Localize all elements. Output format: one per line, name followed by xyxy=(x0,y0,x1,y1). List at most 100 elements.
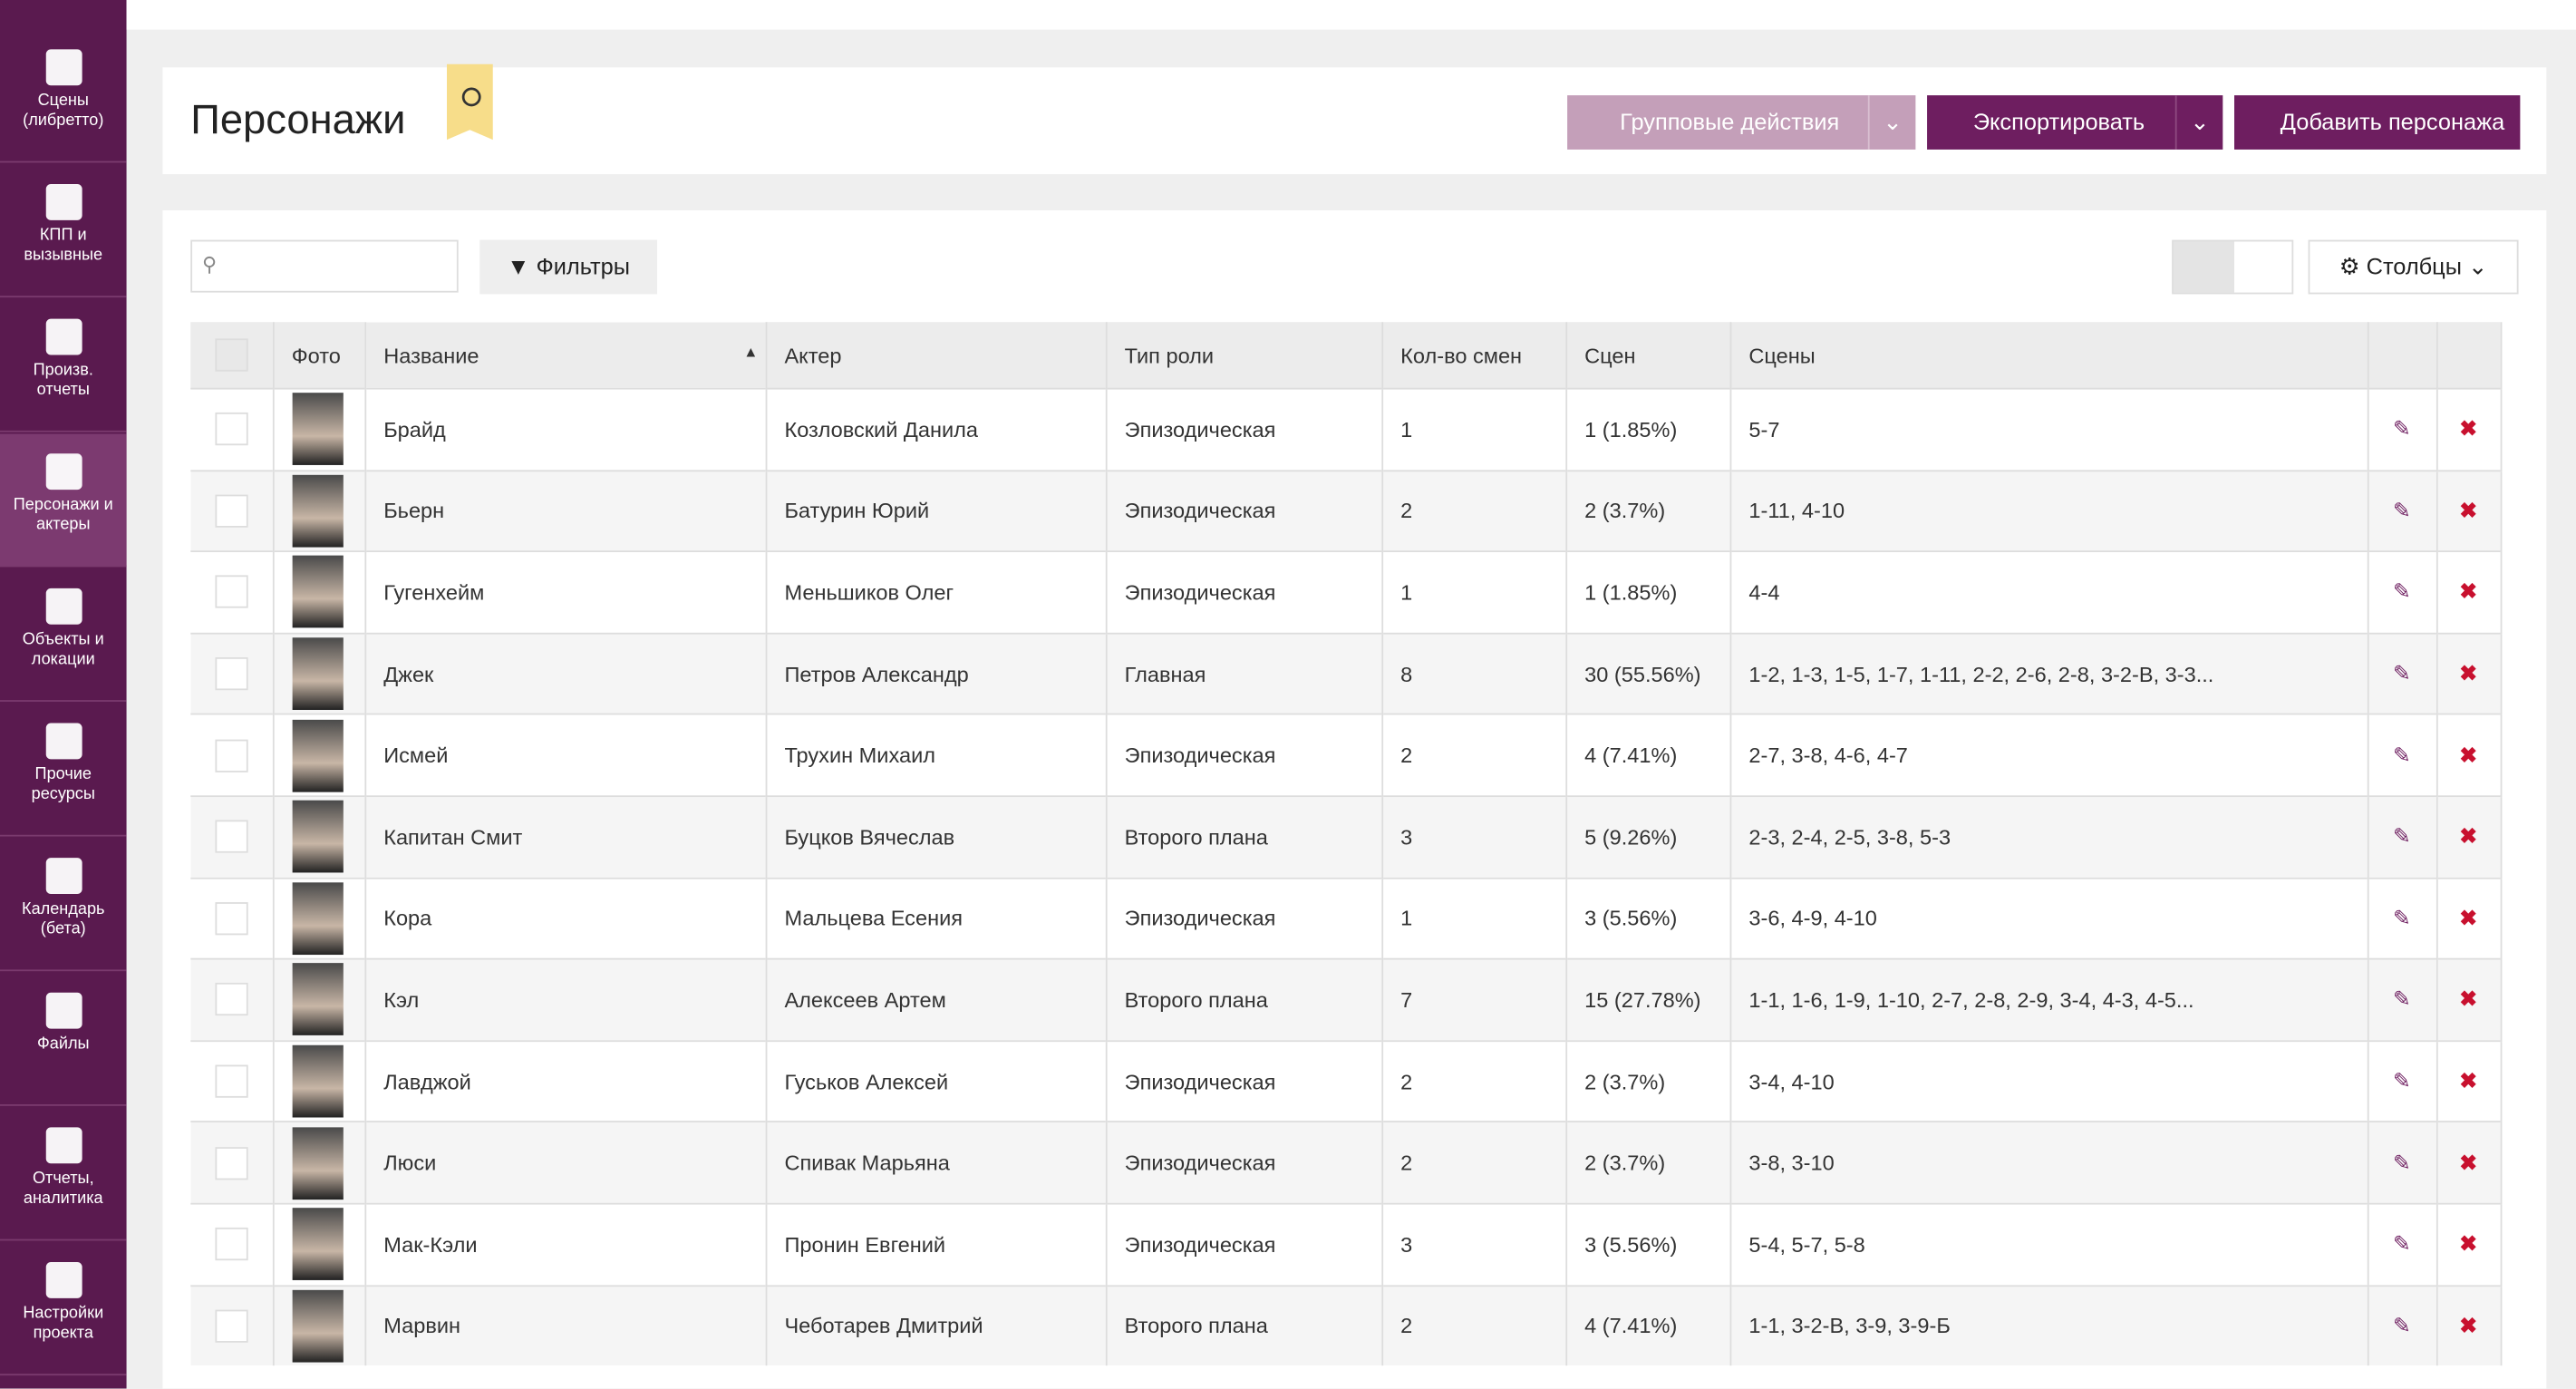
edit-button[interactable]: ✎ xyxy=(2392,416,2411,442)
edit-button[interactable]: ✎ xyxy=(2392,742,2411,767)
photo xyxy=(291,556,343,629)
column-header[interactable]: Кол-во смен xyxy=(1381,322,1567,389)
nav-item[interactable]: Персонажи и актеры xyxy=(0,433,127,568)
cell: Трухин Михаил xyxy=(765,714,1107,797)
filters-button[interactable]: ▼ Фильтры xyxy=(479,239,657,295)
cell: Кэл xyxy=(364,957,767,1041)
cell xyxy=(272,1039,366,1122)
cell: 2 (3.7%) xyxy=(1565,469,1731,552)
nav-item[interactable]: Объекты и локации xyxy=(0,568,127,702)
search-input[interactable]: ⚲ xyxy=(190,239,459,293)
delete-button[interactable]: ✖ xyxy=(2459,823,2478,849)
row-checkbox[interactable] xyxy=(214,413,248,446)
button-label: Добавить персонажа xyxy=(2280,108,2505,135)
edit-button[interactable]: ✎ xyxy=(2392,1312,2411,1338)
delete-button[interactable]: ✖ xyxy=(2459,1230,2478,1257)
photo xyxy=(291,1208,343,1281)
group-actions-button[interactable]: Групповые действия ⌄ xyxy=(1567,95,1916,150)
delete-button[interactable]: ✖ xyxy=(2459,1312,2478,1338)
cell: ✎ xyxy=(2367,877,2437,959)
nav-item[interactable]: Настройки проекта xyxy=(0,1242,127,1376)
cell: 2 xyxy=(1381,469,1567,552)
row-checkbox[interactable] xyxy=(214,494,248,528)
row-checkbox[interactable] xyxy=(214,1064,248,1098)
nav-item[interactable]: Прочие ресурсы xyxy=(0,704,127,837)
nav-label: Персонажи и актеры xyxy=(13,496,113,535)
row-checkbox[interactable] xyxy=(214,1309,248,1343)
cell: 1 xyxy=(1381,387,1567,471)
edit-button[interactable]: ✎ xyxy=(2392,823,2411,849)
nav-item[interactable]: Календарь (бета) xyxy=(0,838,127,972)
cell: Эпизодическая xyxy=(1105,1202,1383,1286)
cell xyxy=(190,1039,274,1122)
column-header[interactable]: Сцен xyxy=(1565,322,1731,389)
row-checkbox[interactable] xyxy=(214,1228,248,1261)
column-header[interactable]: Фото xyxy=(272,322,366,389)
delete-button[interactable]: ✖ xyxy=(2459,416,2478,442)
edit-button[interactable]: ✎ xyxy=(2392,986,2411,1012)
cell: 2-3, 2-4, 2-5, 3-8, 5-3 xyxy=(1729,795,2368,878)
cell xyxy=(190,550,274,634)
select-all-checkbox[interactable] xyxy=(214,338,248,372)
table-row: Гугенхейм Меньшиков Олег Эпизодическая 1 1 (… xyxy=(190,550,2538,634)
columns-button[interactable]: ⚙ Столбцы ⌄ xyxy=(2308,239,2519,295)
cell: 4-4 xyxy=(1729,550,2368,634)
row-checkbox[interactable] xyxy=(214,983,248,1016)
view-toggle[interactable] xyxy=(2172,239,2294,295)
cell: 2-7, 3-8, 4-6, 4-7 xyxy=(1729,714,2368,797)
cell: Капитан Смит xyxy=(364,795,767,878)
add-button[interactable]: Добавить персонажа xyxy=(2234,95,2521,150)
cell: 2 xyxy=(1381,1284,1567,1366)
edit-button[interactable]: ✎ xyxy=(2392,905,2411,930)
cell: ✎ xyxy=(2367,1284,2437,1366)
nav-label: КПП и вызывные xyxy=(24,227,103,265)
delete-button[interactable]: ✖ xyxy=(2459,905,2478,930)
cell: 3 (5.56%) xyxy=(1565,877,1731,959)
delete-button[interactable]: ✖ xyxy=(2459,497,2478,523)
cell: ✎ xyxy=(2367,632,2437,715)
column-header[interactable]: Актер xyxy=(765,322,1107,389)
nav-item[interactable]: Отчеты, аналитика xyxy=(0,1108,127,1241)
cell: Джек xyxy=(364,632,767,715)
edit-button[interactable]: ✎ xyxy=(2392,497,2411,523)
edit-button[interactable]: ✎ xyxy=(2392,1068,2411,1093)
photo xyxy=(291,719,343,792)
hint-icon[interactable] xyxy=(431,61,497,146)
row-checkbox[interactable] xyxy=(214,1146,248,1180)
edit-button[interactable]: ✎ xyxy=(2392,1230,2411,1257)
page-title: Персонажи xyxy=(190,96,406,143)
nav-item[interactable]: Файлы xyxy=(0,973,127,1106)
cell xyxy=(272,632,366,715)
cell xyxy=(190,632,274,715)
table-row: Кэл Алексеев Артем Второго плана 7 15 (27.78… xyxy=(190,957,2538,1041)
delete-button[interactable]: ✖ xyxy=(2459,742,2478,767)
edit-button[interactable]: ✎ xyxy=(2392,1150,2411,1175)
edit-button[interactable]: ✎ xyxy=(2392,660,2411,685)
nav-item[interactable]: КПП и вызывные xyxy=(0,164,127,298)
delete-button[interactable]: ✖ xyxy=(2459,660,2478,685)
column-header[interactable]: Название ▲ xyxy=(364,322,767,389)
row-checkbox[interactable] xyxy=(214,901,248,936)
row-checkbox[interactable] xyxy=(214,739,248,772)
delete-button[interactable]: ✖ xyxy=(2459,578,2478,605)
row-checkbox[interactable] xyxy=(214,820,248,854)
column-header[interactable]: Сцены xyxy=(1729,322,2368,389)
delete-button[interactable]: ✖ xyxy=(2459,986,2478,1012)
nav-label: Объекты и локации xyxy=(22,631,104,669)
row-checkbox[interactable] xyxy=(214,576,248,609)
cell: 1-2, 1-3, 1-5, 1-7, 1-11, 2-2, 2-6, 2-8,… xyxy=(1729,632,2368,715)
nav-item[interactable]: Произв. отчеты xyxy=(0,299,127,432)
edit-button[interactable]: ✎ xyxy=(2392,578,2411,605)
row-checkbox[interactable] xyxy=(214,657,248,691)
button-label: Фильтры xyxy=(536,253,630,280)
cell: ✖ xyxy=(2436,632,2502,715)
nav-item[interactable]: Сцены (либретто) xyxy=(0,30,127,163)
delete-button[interactable]: ✖ xyxy=(2459,1150,2478,1175)
cell: Меньшиков Олег xyxy=(765,550,1107,634)
column-header[interactable]: Тип роли xyxy=(1105,322,1383,389)
delete-button[interactable]: ✖ xyxy=(2459,1068,2478,1093)
export-button[interactable]: Экспортировать ⌄ xyxy=(1927,95,2223,150)
table-row: Лавджой Гуськов Алексей Эпизодическая 2 2 (3… xyxy=(190,1039,2538,1122)
characters-table: Фото Название ▲ Актер Тип роли Кол-во смен Сце… xyxy=(190,322,2538,1366)
